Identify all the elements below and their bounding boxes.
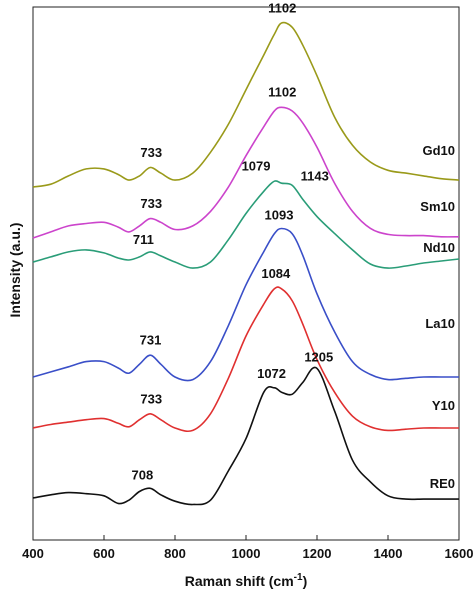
peak-label-nd10: 1079 [242, 159, 271, 174]
x-tick-label: 600 [93, 546, 115, 561]
peak-label-la10: 1093 [265, 207, 294, 222]
plot-frame [32, 6, 460, 541]
y-axis-title: Intensity (a.u.) [7, 223, 23, 318]
series-label-re0: RE0 [430, 476, 455, 491]
x-axis-title-main: Raman shift (cm [185, 573, 294, 589]
series-label-sm10: Sm10 [420, 199, 455, 214]
series-label-gd10: Gd10 [422, 143, 455, 158]
peak-label-y10: 733 [140, 391, 162, 406]
x-tick-label: 1000 [232, 546, 261, 561]
x-tick-label: 1200 [303, 546, 332, 561]
peak-label-gd10: 733 [140, 145, 162, 160]
peak-label-sm10: 1102 [268, 85, 296, 100]
trace-y10 [32, 286, 459, 433]
peak-label-re0: 1072 [257, 366, 286, 381]
peak-label-nd10: 1143 [301, 168, 329, 183]
peak-label-la10: 731 [140, 333, 162, 348]
x-axis-title-suffix: ) [303, 573, 308, 589]
trace-nd10 [32, 180, 460, 269]
trace-re0 [32, 366, 459, 506]
series-label-nd10: Nd10 [423, 240, 455, 255]
peak-labels: 1102 733 1102 733 1079 1143 711 1093 731 1084 733 1… [131, 0, 333, 482]
trace-gd10 [32, 21, 460, 188]
x-tick-label: 1400 [374, 546, 403, 561]
x-tick-label: 400 [22, 546, 44, 561]
peak-label-y10: 1084 [261, 266, 291, 281]
x-tick-label: 800 [164, 546, 186, 561]
x-tick-label: 1600 [445, 546, 474, 561]
peak-label-gd10: 1102 [268, 0, 296, 15]
series-label-la10: La10 [425, 316, 455, 331]
peak-label-nd10: 711 [133, 232, 154, 247]
peak-label-re0: 1205 [304, 350, 333, 365]
peak-label-re0: 708 [131, 468, 153, 483]
peak-label-sm10: 733 [140, 196, 162, 211]
trace-sm10 [32, 106, 460, 239]
x-ticks: 400 600 800 1000 1200 1400 1600 [22, 535, 473, 561]
x-axis-title: Raman shift (cm-1) [185, 572, 308, 589]
x-axis-title-exponent: -1 [294, 572, 303, 583]
series-labels: Gd10 Sm10 Nd10 La10 Y10 RE0 [420, 143, 455, 491]
series-label-y10: Y10 [432, 398, 455, 413]
traces [32, 21, 460, 506]
trace-la10 [32, 227, 459, 382]
